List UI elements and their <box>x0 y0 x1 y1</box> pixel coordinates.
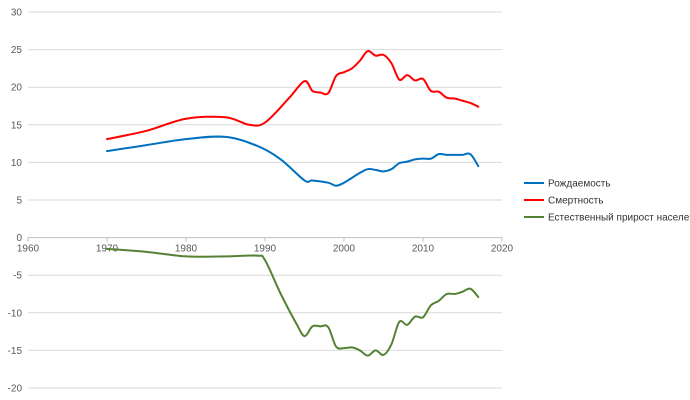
y-tick-label: -5 <box>13 271 22 282</box>
y-tick-label: 0 <box>16 233 22 244</box>
legend: Рождаемость Смертность Естественный прирос… <box>524 179 690 224</box>
x-tick-label: 2020 <box>491 244 514 255</box>
legend-label: Естественный прирост населения <box>548 213 690 224</box>
y-tick-label: 15 <box>11 120 23 131</box>
y-tick-label: 20 <box>11 83 23 94</box>
y-tick-label: -10 <box>8 308 23 319</box>
y-tick-label: -20 <box>8 384 23 395</box>
y-tick-label: 5 <box>16 196 22 207</box>
x-tick-label: 1990 <box>254 244 277 255</box>
legend-item-natural-increase: Естественный прирост населения <box>524 213 690 224</box>
y-tick-label: 10 <box>11 158 23 169</box>
legend-item-birth-rate: Рождаемость <box>524 179 611 190</box>
y-tick-label: 25 <box>11 45 23 56</box>
y-tick-label: 30 <box>11 8 23 19</box>
natural-increase-line <box>106 247 480 357</box>
x-tick-label: 2000 <box>333 244 356 255</box>
x-tick-label: 1960 <box>17 244 40 255</box>
birth-rate-line <box>106 135 480 187</box>
gridlines <box>28 11 502 389</box>
x-tick-label: 2010 <box>412 244 435 255</box>
x-tick-label: 1980 <box>175 244 198 255</box>
legend-label: Рождаемость <box>548 179 611 190</box>
legend-item-death-rate: Смертность <box>524 196 603 207</box>
y-tick-label: -15 <box>8 346 23 357</box>
death-rate-line <box>106 50 480 141</box>
legend-label: Смертность <box>548 196 603 207</box>
series-lines <box>106 50 480 357</box>
